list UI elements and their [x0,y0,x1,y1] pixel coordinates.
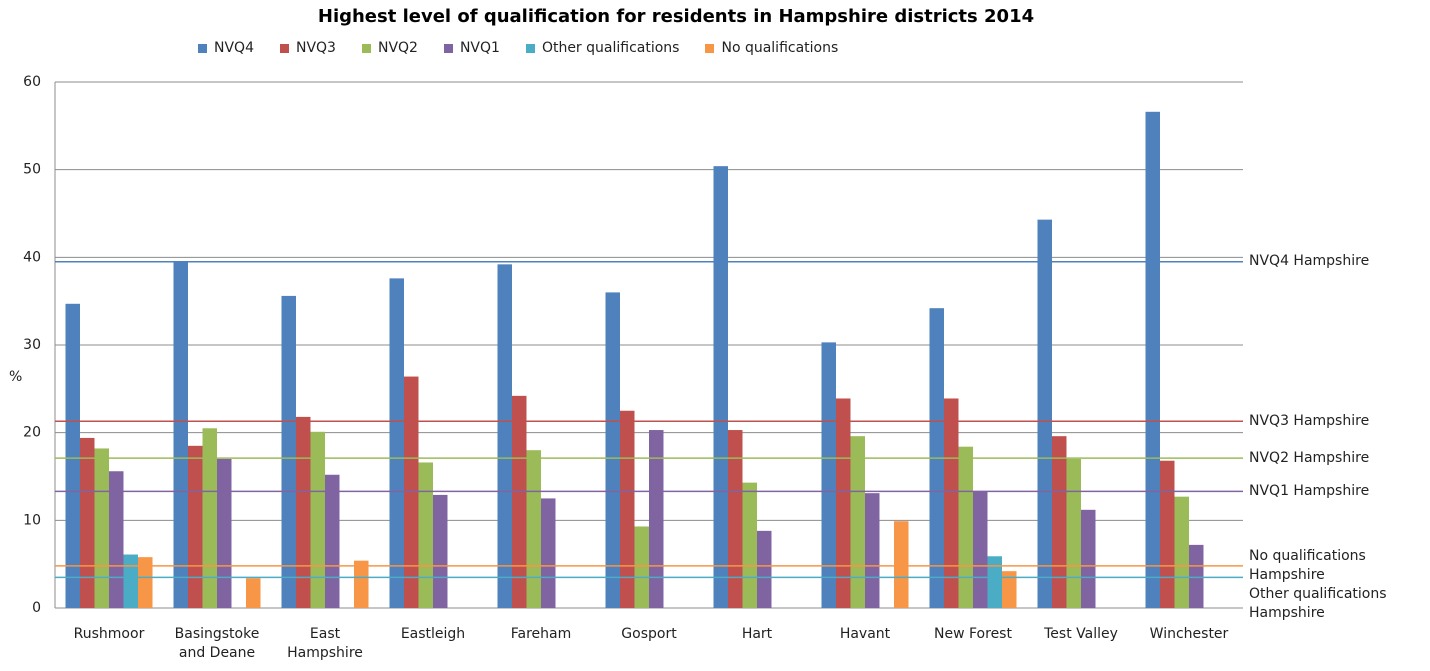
bar [944,398,959,608]
bar [742,482,757,608]
bar [649,430,664,608]
x-tick-label: Test Valley [1044,626,1118,642]
bar [526,450,541,608]
bar [958,446,973,608]
bar [894,521,909,608]
reference-label: NVQ1 Hampshire [1249,482,1370,499]
legend-swatch [525,43,535,53]
y-tick-label: 10 [23,512,41,528]
bar [634,526,649,608]
bar [188,445,203,608]
legend-item: NVQ3 [279,40,336,56]
bar [605,292,620,608]
y-tick-label: 20 [23,425,41,441]
y-tick-label: 0 [32,600,41,616]
bar [217,458,232,608]
bar [281,295,296,608]
bar [1160,460,1175,608]
y-tick-label: 40 [23,249,41,265]
legend: NVQ4 NVQ3 NVQ2 NVQ1 Other qualifications No q… [198,40,838,56]
x-tick-label: Eastleigh [400,626,466,642]
bar [418,462,433,608]
bar [404,376,419,608]
x-tick-label: East Hampshire [287,626,363,661]
x-tick-label: New Forest [934,626,1012,642]
legend-item: No qualifications [705,40,838,56]
bar [821,342,836,608]
bar [325,474,340,608]
chart-title: Highest level of qualification for resid… [317,6,1035,27]
bar [987,556,1002,608]
bar [246,578,261,608]
legend-label: No qualifications [721,40,839,56]
legend-label: Other qualifications [541,40,680,56]
bar [80,437,95,608]
bar [94,448,109,608]
bar [310,431,325,608]
bar [973,491,988,608]
bar [757,530,772,608]
y-axis-label: % [9,369,23,385]
y-tick-label: 50 [23,162,41,178]
bar [1145,111,1160,608]
bar [1002,571,1017,608]
bar [850,436,865,608]
legend-item: NVQ4 [198,40,254,56]
x-tick-label: Havant [839,626,891,642]
bar [173,261,188,608]
reference-label: NVQ4 Hampshire [1249,253,1370,270]
legend-swatch [361,43,371,53]
bar [512,395,527,608]
legend-item: NVQ2 [361,40,418,56]
bar [620,410,635,608]
bar [138,557,153,608]
legend-item: NVQ1 [443,40,500,56]
legend-swatch [198,43,207,53]
y-tick-label: 30 [23,337,41,353]
bar [836,398,851,608]
legend-swatch [279,43,289,53]
x-tick-label: Rushmoor [73,626,145,642]
bar [1189,544,1204,608]
bar [865,493,880,608]
bar [109,471,124,608]
legend-swatch [705,43,715,53]
legend-label: NVQ3 [295,40,336,56]
bar [296,416,311,608]
reference-label: NVQ2 Hampshire [1249,449,1370,466]
bar [389,278,404,608]
x-tick-label: Basingstoke and Deane [174,626,260,661]
reference-label: No qualifications Hampshire [1249,547,1366,583]
bar [433,494,448,608]
reference-label: Other qualifications Hampshire [1249,585,1387,621]
x-tick-label: Gosport [621,626,677,642]
legend-label: NVQ4 [214,40,254,56]
bar [497,264,512,608]
legend-label: NVQ1 [459,40,500,56]
bar [1037,219,1052,609]
bar [1174,496,1189,608]
y-tick-label: 60 [23,74,41,90]
reference-label: NVQ3 Hampshire [1249,412,1370,429]
legend-item: Other qualifications [525,40,680,56]
x-tick-label: Winchester [1149,626,1229,642]
bar [1081,509,1096,608]
bar [202,428,217,608]
bar [65,303,80,608]
x-tick-label: Hart [741,626,773,642]
bar [123,554,138,608]
bar [728,430,743,608]
bar [541,498,556,608]
bar [713,166,728,608]
bar [1052,436,1067,608]
legend-label: NVQ2 [377,40,418,56]
x-tick-label: Fareham [510,626,572,642]
bar [1066,458,1081,608]
legend-swatch [443,43,453,53]
bar [354,560,369,608]
